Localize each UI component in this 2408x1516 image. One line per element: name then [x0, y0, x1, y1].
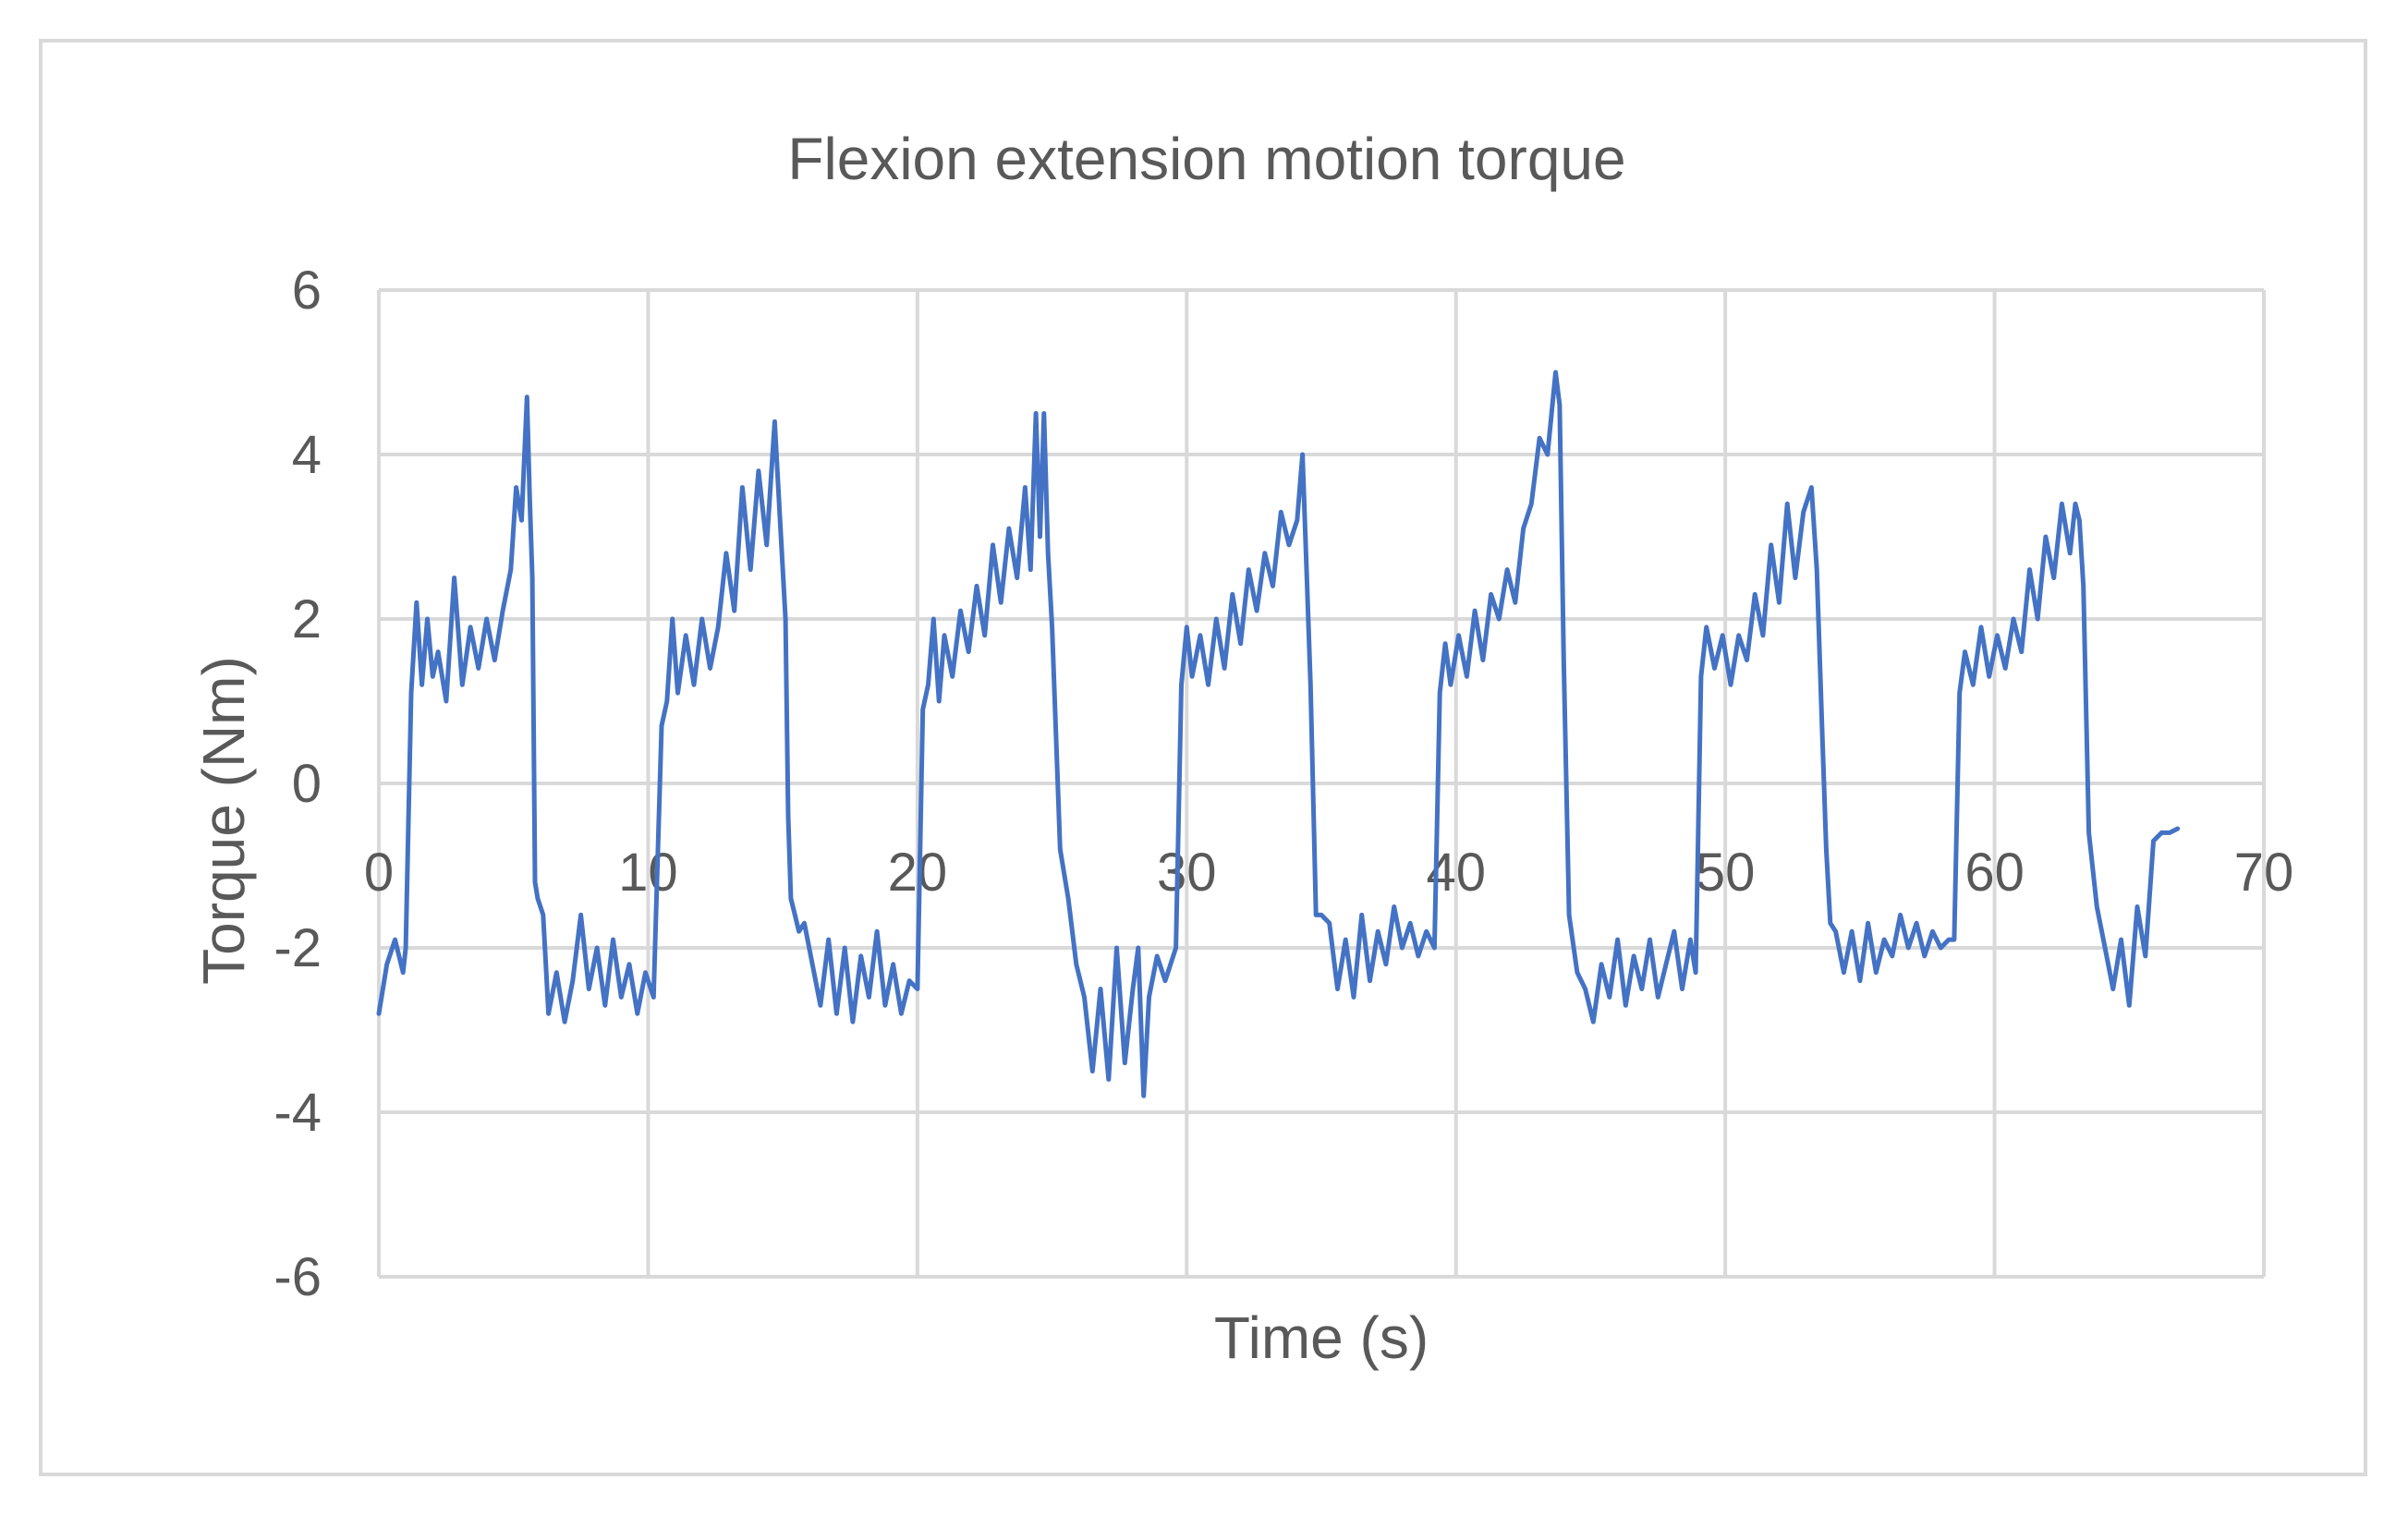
- y-tick-label: -6: [274, 1247, 322, 1307]
- gridlines: [377, 288, 2266, 1279]
- x-tick-label: 10: [618, 843, 678, 903]
- y-tick-label: 6: [292, 261, 322, 321]
- y-tick-label: 2: [292, 589, 322, 649]
- y-tick-label: -2: [274, 918, 322, 978]
- x-tick-label: 70: [2234, 843, 2294, 903]
- x-tick-label: 60: [1964, 843, 2025, 903]
- y-axis-title: Torque (Nm): [190, 656, 257, 985]
- series-layer: [376, 370, 2181, 1098]
- y-tick-label: 0: [292, 754, 322, 814]
- x-axis-title: Time (s): [1214, 1304, 1429, 1371]
- x-tick-label: 50: [1696, 843, 1756, 903]
- x-tick-label: 30: [1157, 843, 1217, 903]
- chart-area: 0 10 20 30 40 50 60 70 6 4 2 0 -2 -4 -6 Flexion extens…: [39, 39, 2367, 1476]
- y-tick-label: 4: [292, 425, 322, 485]
- x-tick-label: 0: [364, 843, 394, 903]
- chart-title: Flexion extension motion torque: [787, 126, 1625, 192]
- series-line: [376, 370, 2181, 1098]
- y-tick-label: -4: [274, 1083, 322, 1143]
